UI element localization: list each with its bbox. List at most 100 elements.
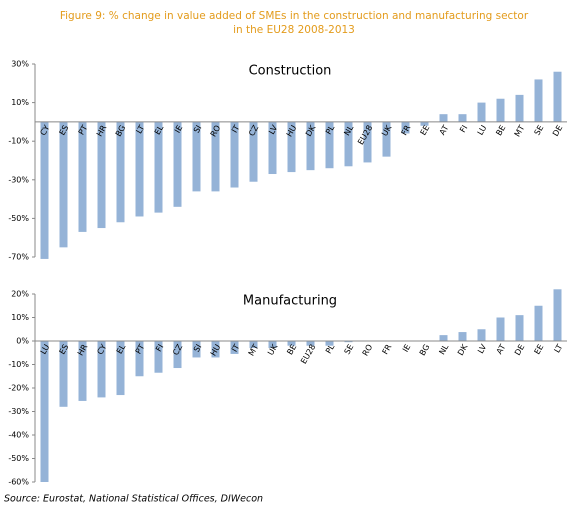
source: Source: Eurostat, National Statistical O…	[4, 494, 263, 505]
bar	[211, 121, 220, 192]
x-tick-label: RO	[361, 343, 375, 358]
bar	[553, 289, 562, 341]
bar	[154, 121, 163, 213]
x-tick-label: UK	[266, 342, 280, 357]
bar	[230, 341, 239, 354]
bar	[420, 121, 429, 126]
x-tick-label: CZ	[171, 342, 185, 357]
x-tick-label: NL	[342, 123, 355, 137]
y-tick-label: -10%	[8, 360, 29, 369]
x-tick-label: LT	[134, 124, 146, 136]
x-tick-label: DE	[551, 124, 564, 138]
bar	[287, 341, 296, 346]
x-tick-label: IE	[401, 343, 413, 354]
bar	[439, 114, 448, 122]
x-tick-label: ES	[58, 124, 71, 137]
bar	[458, 332, 467, 341]
bar	[496, 317, 505, 341]
bar	[173, 341, 182, 369]
x-tick-label: MT	[247, 343, 261, 358]
x-tick-label: EE	[533, 343, 546, 356]
x-tick-label: PT	[134, 343, 147, 356]
x-tick-label: PT	[77, 124, 90, 137]
x-tick-label: BE	[494, 124, 507, 138]
bar	[344, 341, 353, 343]
y-tick-label: -20%	[8, 384, 29, 393]
bar	[553, 71, 562, 122]
x-tick-label: LT	[552, 343, 564, 355]
x-tick-label: SI	[192, 343, 204, 354]
y-tick-label: -60%	[8, 478, 29, 487]
bar	[154, 341, 163, 373]
bar	[287, 121, 296, 173]
x-tick-label: SI	[192, 124, 204, 135]
bar	[363, 121, 372, 163]
x-tick-label: RO	[209, 124, 223, 139]
bar	[382, 121, 391, 157]
x-tick-label: NL	[437, 342, 450, 356]
bar	[306, 341, 315, 346]
bar	[40, 121, 49, 259]
bar	[135, 121, 144, 217]
bar	[116, 341, 125, 396]
bar	[515, 94, 524, 122]
bar	[192, 121, 201, 192]
x-tick-label: CY	[95, 343, 108, 357]
x-tick-label: EU28	[299, 343, 317, 366]
x-tick-label: BE	[285, 343, 298, 357]
bar	[344, 121, 353, 167]
x-tick-label: HR	[95, 123, 109, 138]
bar	[401, 121, 410, 134]
bar	[230, 121, 239, 188]
bar	[534, 305, 543, 341]
x-tick-label: ES	[58, 343, 71, 356]
bar	[173, 121, 182, 207]
x-tick-label: LV	[476, 342, 489, 355]
x-tick-label: EU28	[356, 124, 374, 147]
bar	[268, 121, 277, 175]
y-tick-label: 10%	[11, 98, 29, 107]
x-tick-label: SE	[343, 343, 356, 356]
bar	[515, 315, 524, 341]
bar	[249, 121, 258, 182]
x-tick-label: HU	[285, 124, 299, 139]
y-tick-label: -70%	[8, 253, 29, 262]
bar	[78, 121, 87, 232]
bar	[477, 102, 486, 122]
x-tick-label: DK	[456, 342, 470, 357]
bar	[458, 114, 467, 122]
x-tick-label: BG	[114, 124, 128, 138]
bar	[59, 341, 68, 407]
bar	[116, 121, 125, 223]
x-tick-label: IT	[230, 343, 241, 354]
bar	[97, 121, 106, 229]
subplot-title: Construction	[249, 64, 332, 79]
x-tick-label: EL	[115, 342, 128, 355]
bar	[135, 341, 144, 377]
chart-title: Figure 9: % change in value added of SME…	[60, 10, 529, 22]
x-tick-label: EE	[419, 124, 432, 137]
x-tick-label: FI	[154, 343, 165, 354]
bar	[268, 341, 277, 349]
x-tick-label: IT	[230, 124, 241, 135]
x-tick-label: LU	[39, 343, 52, 356]
x-tick-label: AT	[438, 124, 451, 137]
bar	[534, 79, 543, 122]
y-tick-label: 30%	[11, 60, 29, 69]
x-tick-label: UK	[380, 123, 394, 138]
bar	[439, 335, 448, 341]
x-tick-label: FR	[381, 342, 394, 356]
bar	[78, 341, 87, 401]
x-tick-label: MT	[513, 124, 527, 139]
bar	[325, 121, 334, 169]
x-tick-label: HR	[76, 342, 90, 357]
bar	[192, 341, 201, 358]
subplot-title: Manufacturing	[243, 294, 337, 309]
bar	[59, 121, 68, 248]
bar	[477, 329, 486, 341]
bar	[40, 341, 49, 482]
x-tick-label: HU	[209, 343, 223, 358]
y-tick-label: 10%	[11, 313, 29, 322]
x-tick-label: IE	[173, 124, 185, 135]
x-tick-label: FI	[458, 124, 469, 135]
